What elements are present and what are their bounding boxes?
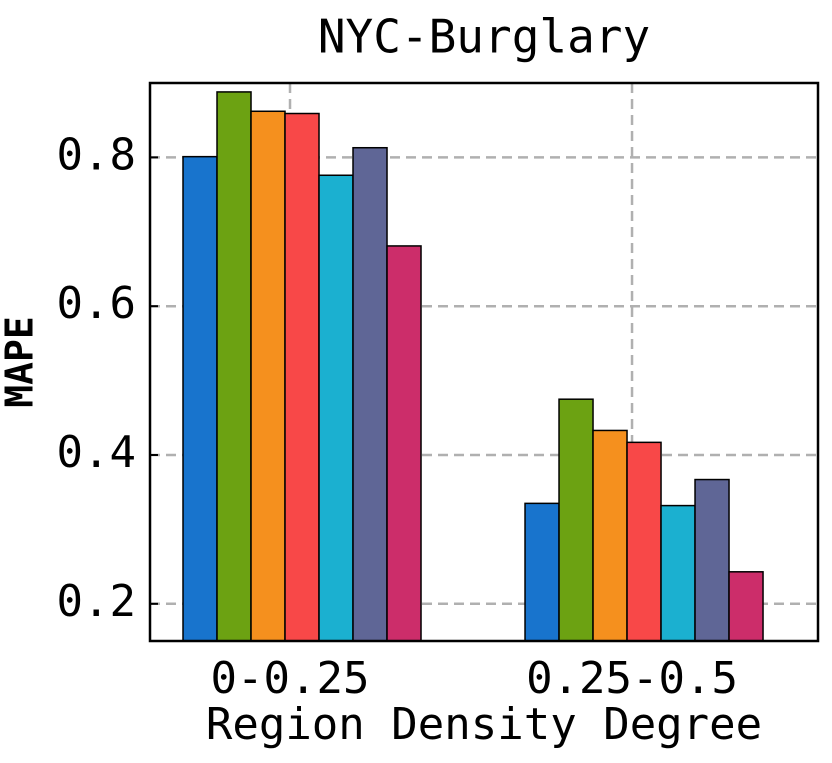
bar	[182, 155, 218, 642]
bar	[284, 112, 320, 642]
bar	[660, 504, 696, 642]
y-tick-label: 0.4	[57, 427, 136, 478]
bar	[694, 478, 730, 642]
y-tick-label: 0.8	[57, 129, 136, 180]
y-axis-label: MAPE	[0, 316, 42, 408]
x-tick-label: 0.25-0.5	[526, 653, 738, 704]
y-tick-label: 0.2	[57, 576, 136, 627]
bar	[250, 110, 286, 642]
bar	[592, 429, 628, 642]
bar	[216, 91, 252, 642]
bar	[728, 571, 764, 642]
bar	[558, 398, 594, 642]
bar	[386, 245, 422, 642]
bar	[626, 441, 662, 642]
x-tick-label: 0-0.25	[211, 653, 370, 704]
y-tick-label: 0.6	[57, 278, 136, 329]
bar	[352, 146, 388, 642]
plot-frame	[148, 81, 820, 643]
bar	[318, 174, 354, 642]
x-axis-label: Region Density Degree	[206, 699, 762, 750]
bar	[524, 502, 560, 642]
chart-title: NYC-Burglary	[318, 10, 650, 64]
